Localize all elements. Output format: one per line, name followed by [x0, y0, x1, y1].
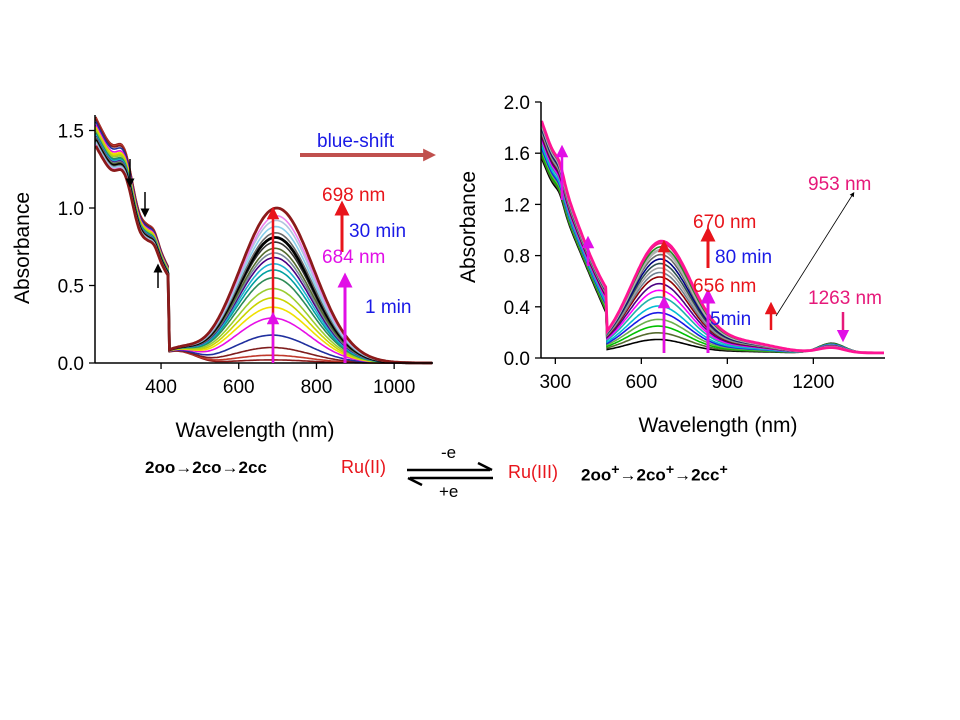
x-tick-label: 1200	[792, 372, 834, 393]
right-seq-2-charge: +	[665, 462, 675, 478]
left-x-axis-label: Wavelength (nm)	[175, 419, 334, 442]
left-seq-1: 2oo	[145, 458, 176, 477]
y-tick-label: 0.4	[504, 298, 531, 319]
right-seq-arrow-1: →	[619, 465, 637, 485]
right-seq-arrow-2: →	[674, 465, 692, 485]
y-tick-label: 1.0	[58, 199, 84, 220]
x-tick-label: 800	[301, 377, 333, 398]
right-chart: 300 600 900 1200 0.0 0.4 0.8 1.2 1.6 2.0 Waveleng…	[457, 93, 885, 437]
left-seq-arrow-2: →	[221, 458, 239, 477]
right-annotation-670nm: 670 nm	[693, 212, 756, 233]
right-spectra-curves	[540, 120, 884, 355]
ru3-label: Ru(III)	[508, 462, 559, 482]
y-tick-label: 0.8	[504, 247, 530, 268]
reduction-arrow-head	[407, 476, 423, 487]
right-seq-2: 2co	[636, 465, 666, 485]
right-annotation-656nm: 656 nm	[693, 276, 756, 297]
y-tick-label: 2.0	[504, 93, 530, 114]
blue-shift-label: blue-shift	[317, 131, 395, 152]
left-isomer-sequence: 2oo→2co→2cc	[145, 458, 267, 478]
left-seq-3: 2cc	[238, 458, 267, 477]
right-seq-1-charge: +	[611, 462, 620, 478]
left-seq-2: 2co	[192, 458, 222, 477]
x-tick-label: 1000	[373, 377, 415, 398]
left-spectra-curves	[94, 116, 433, 365]
spectrum-series-19	[540, 120, 884, 355]
right-annotation-1263nm: 1263 nm	[808, 288, 882, 309]
right-isomer-sequence: 2oo+→2co+→2cc+	[581, 462, 728, 486]
x-tick-label: 900	[711, 372, 743, 393]
spectrum-series-7	[95, 128, 433, 364]
x-tick-label: 600	[625, 372, 657, 393]
y-tick-label: 0.0	[504, 349, 530, 370]
x-tick-label: 600	[223, 377, 255, 398]
left-annotation-684nm: 684 nm	[322, 247, 385, 268]
spectrum-series-21	[94, 145, 433, 365]
right-seq-1: 2oo	[581, 465, 612, 485]
left-annotation-30min: 30 min	[349, 221, 406, 242]
left-axes: 400 600 800 1000 0.0 0.5 1.0 1.5	[58, 115, 433, 398]
y-tick-label: 1.6	[504, 144, 530, 165]
right-y-axis-label: Absorbance	[457, 171, 480, 283]
oxidation-arrow-head	[477, 461, 493, 472]
y-tick-label: 1.2	[504, 195, 530, 216]
right-annotation-5min: 5min	[710, 309, 751, 330]
y-tick-label: 0.5	[58, 277, 84, 298]
redox-equilibrium-arrows	[407, 461, 493, 487]
y-tick-label: 1.5	[58, 122, 84, 143]
left-seq-arrow-1: →	[175, 458, 193, 477]
left-y-axis-label: Absorbance	[11, 192, 34, 304]
x-tick-label: 400	[145, 377, 177, 398]
right-953-pointer	[775, 191, 855, 317]
right-annotation-953nm: 953 nm	[808, 174, 871, 195]
left-annotation-1min: 1 min	[365, 297, 411, 318]
y-tick-label: 0.0	[58, 354, 84, 375]
x-tick-label: 300	[539, 372, 571, 393]
left-annotation-698nm: 698 nm	[322, 185, 385, 206]
right-annotation-80min: 80 min	[715, 247, 772, 268]
ru2-label: Ru(II)	[341, 457, 386, 477]
right-seq-3: 2cc	[691, 465, 720, 485]
right-axes: 300 600 900 1200 0.0 0.4 0.8 1.2 1.6 2.0	[504, 93, 885, 393]
right-seq-3-charge: +	[719, 462, 728, 478]
reduction-label: +e	[439, 482, 459, 501]
oxidation-label: -e	[441, 443, 457, 462]
left-chart: 400 600 800 1000 0.0 0.5 1.0 1.5 Wavelength (nm…	[11, 115, 433, 442]
right-x-axis-label: Wavelength (nm)	[638, 414, 797, 437]
